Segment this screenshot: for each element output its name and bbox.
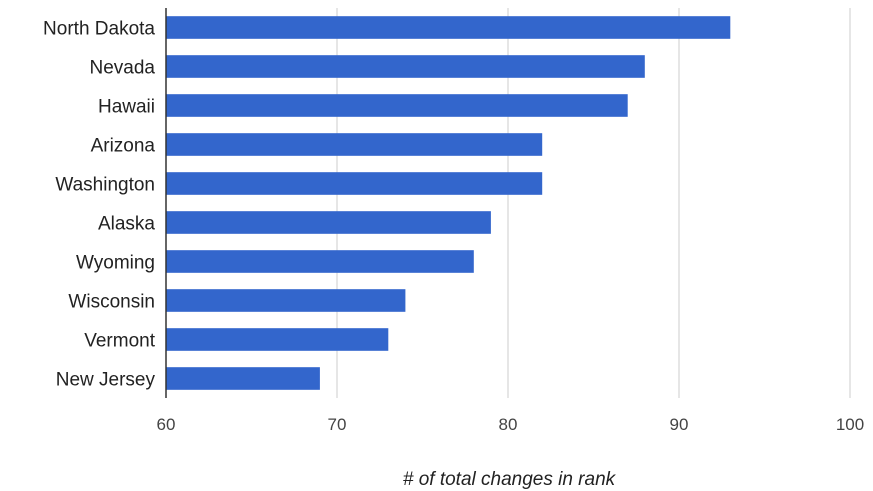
category-label: New Jersey bbox=[56, 370, 156, 391]
bar bbox=[166, 328, 389, 351]
category-label: Washington bbox=[55, 175, 155, 196]
bar bbox=[166, 250, 474, 273]
x-tick-labels: 60 70 80 90 100 bbox=[157, 415, 865, 434]
x-tick-label: 70 bbox=[328, 415, 347, 434]
category-label: North Dakota bbox=[43, 19, 155, 40]
category-label: Vermont bbox=[84, 331, 155, 352]
category-label: Wyoming bbox=[76, 253, 155, 274]
x-tick-label: 60 bbox=[157, 415, 176, 434]
bar bbox=[166, 172, 543, 195]
bar bbox=[166, 289, 406, 312]
bars bbox=[166, 16, 731, 390]
category-label: Alaska bbox=[98, 214, 155, 235]
category-label: Wisconsin bbox=[68, 292, 155, 313]
category-label: Nevada bbox=[90, 58, 156, 79]
bar bbox=[166, 211, 491, 234]
category-label: Hawaii bbox=[98, 97, 155, 118]
bar bbox=[166, 55, 645, 78]
bar bbox=[166, 367, 320, 390]
bar bbox=[166, 16, 731, 39]
bar bbox=[166, 133, 543, 156]
x-axis-title: # of total changes in rank bbox=[403, 469, 617, 490]
x-tick-label: 90 bbox=[670, 415, 689, 434]
category-label: Arizona bbox=[91, 136, 156, 157]
x-tick-label: 100 bbox=[836, 415, 864, 434]
bar bbox=[166, 94, 628, 117]
x-tick-label: 80 bbox=[499, 415, 518, 434]
category-labels: North Dakota Nevada Hawaii Arizona Washingto… bbox=[43, 19, 156, 391]
